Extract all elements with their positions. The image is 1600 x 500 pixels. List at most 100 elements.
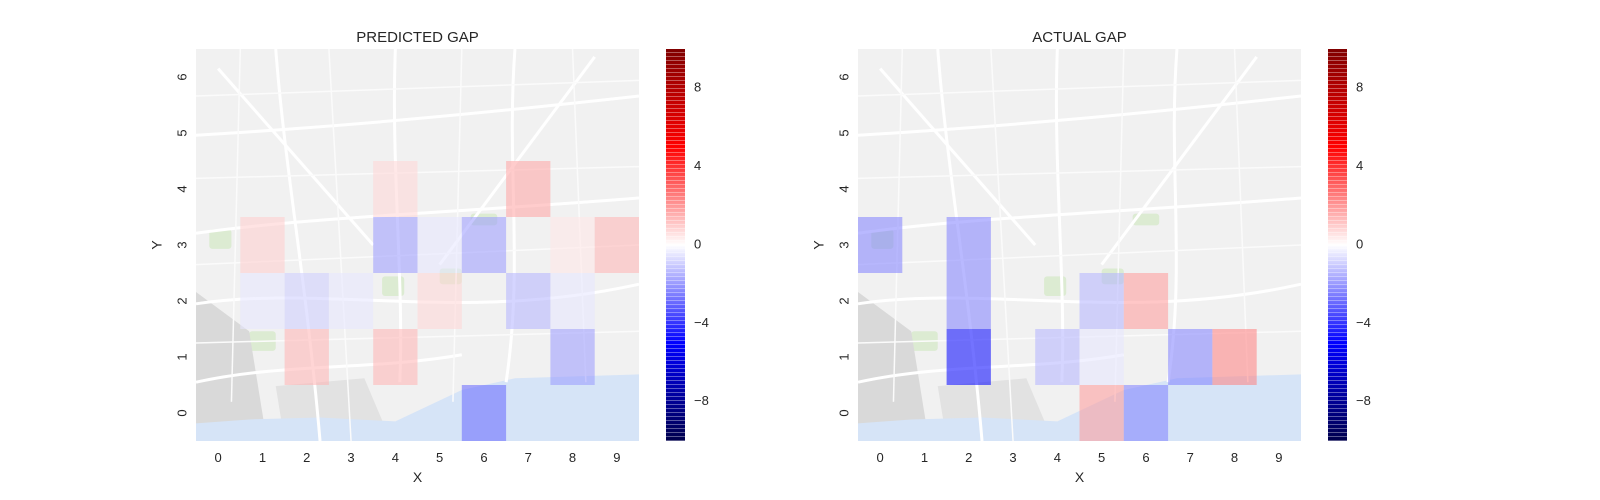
heatmap-cell <box>946 273 991 329</box>
heatmap-cell <box>1079 385 1124 441</box>
heatmap-cell <box>461 385 507 441</box>
y-axis-label: Y <box>811 240 827 250</box>
map-road <box>857 282 1302 306</box>
map-street <box>1233 48 1249 383</box>
y-tick-label: 5 <box>836 129 851 136</box>
heatmap-cell <box>946 217 991 273</box>
map-river <box>196 374 639 441</box>
map-street <box>230 48 242 402</box>
x-tick-label: 1 <box>921 450 928 465</box>
heatmap-cell <box>946 329 991 385</box>
colorbar-tick-label: 4 <box>1356 158 1363 173</box>
x-tick-label: 9 <box>1275 450 1282 465</box>
colorbar-stripes <box>1328 49 1347 441</box>
map-road <box>195 94 640 137</box>
heatmap-cell <box>417 217 462 273</box>
x-tick-label: 3 <box>347 450 354 465</box>
x-tick-label: 6 <box>1142 450 1149 465</box>
x-tick-label: 7 <box>525 450 532 465</box>
map-road <box>857 196 1302 235</box>
colorbar-tick-label: −8 <box>694 393 709 408</box>
heatmap-cell <box>1079 329 1124 385</box>
map-park <box>209 229 232 249</box>
y-tick-label: 4 <box>836 185 851 192</box>
y-tick-label: 6 <box>174 73 189 80</box>
colorbar-stripes <box>666 49 685 441</box>
colorbar-tick-label: −8 <box>1356 393 1371 408</box>
x-tick-label: 5 <box>436 450 443 465</box>
y-tick-label: 0 <box>836 409 851 416</box>
map-road <box>857 94 1302 137</box>
heatmap-cell <box>328 273 374 329</box>
map-street <box>990 48 1014 442</box>
x-tick-label: 2 <box>965 450 972 465</box>
heatmap-cell <box>373 329 418 385</box>
heatmap-cell <box>1123 273 1169 329</box>
heatmap-cell <box>1168 329 1213 385</box>
y-axis-label: Y <box>149 240 165 250</box>
map-street <box>857 244 1302 266</box>
map-river <box>858 374 1301 441</box>
heatmap-panel-1: PREDICTED GAP 0 1 2 3 4 5 6 7 8 9 0 1 2 3 4 5 6 X Y 8 4 0 −4 −8 <box>149 29 709 485</box>
chart-title: PREDICTED GAP <box>356 29 479 46</box>
map-relief <box>196 292 267 441</box>
x-tick-label: 9 <box>613 450 620 465</box>
x-axis-label: X <box>1075 469 1085 485</box>
map-street <box>328 48 352 442</box>
y-tick-label: 2 <box>836 297 851 304</box>
y-tick-label: 4 <box>174 185 189 192</box>
heatmap-cell <box>417 273 462 329</box>
map-street <box>857 165 1302 180</box>
heatmap-cell <box>550 273 595 329</box>
heatmap-cell <box>1212 329 1257 385</box>
map-road <box>217 67 375 246</box>
x-tick-label: 8 <box>1231 450 1238 465</box>
heatmap-cell <box>858 217 903 273</box>
y-tick-label: 1 <box>836 353 851 360</box>
map-relief <box>858 292 929 441</box>
x-tick-label: 4 <box>392 450 399 465</box>
heatmap-cell <box>594 217 639 273</box>
colorbar-tick-label: 0 <box>1356 236 1363 251</box>
map-street <box>857 79 1302 97</box>
heatmap-cell <box>1123 385 1169 441</box>
map-road <box>879 67 1037 246</box>
map-road <box>1100 55 1258 266</box>
x-tick-label: 4 <box>1054 450 1061 465</box>
heatmap-cell <box>373 217 418 273</box>
heatmap-cell <box>240 217 285 273</box>
y-tick-label: 1 <box>174 353 189 360</box>
heatmap-cell <box>550 329 595 385</box>
heatmap-cell <box>240 273 285 329</box>
heatmap-panel-2: ACTUAL GAP 0 1 2 3 4 5 6 7 8 9 0 1 2 3 4 5 6 X Y 8 4 0 −4 −8 <box>811 29 1371 485</box>
chart-title: ACTUAL GAP <box>1032 29 1126 46</box>
heatmap-cell <box>506 161 551 217</box>
heatmap-cell <box>284 329 329 385</box>
colorbar-tick-label: −4 <box>694 315 709 330</box>
x-tick-label: 0 <box>877 450 884 465</box>
x-tick-label: 7 <box>1187 450 1194 465</box>
y-tick-label: 2 <box>174 297 189 304</box>
colorbar-tick-label: 4 <box>694 158 701 173</box>
y-tick-label: 5 <box>174 129 189 136</box>
map-street <box>195 79 640 97</box>
colorbar-tick-label: 8 <box>1356 80 1363 95</box>
colorbar-tick-label: 8 <box>694 80 701 95</box>
y-tick-label: 0 <box>174 409 189 416</box>
x-axis-label: X <box>413 469 423 485</box>
x-tick-label: 8 <box>569 450 576 465</box>
x-tick-label: 5 <box>1098 450 1105 465</box>
heatmap-cell <box>373 161 418 217</box>
heatmap-cell <box>284 273 329 329</box>
x-tick-label: 3 <box>1009 450 1016 465</box>
colorbar-tick-label: 0 <box>694 236 701 251</box>
y-tick-label: 6 <box>836 73 851 80</box>
y-tick-label: 3 <box>836 241 851 248</box>
x-tick-label: 1 <box>259 450 266 465</box>
x-tick-label: 2 <box>303 450 310 465</box>
y-tick-label: 3 <box>174 241 189 248</box>
colorbar-tick-label: −4 <box>1356 315 1371 330</box>
heatmap-cell <box>1035 329 1080 385</box>
heatmap-cell <box>461 217 507 273</box>
x-tick-label: 0 <box>215 450 222 465</box>
